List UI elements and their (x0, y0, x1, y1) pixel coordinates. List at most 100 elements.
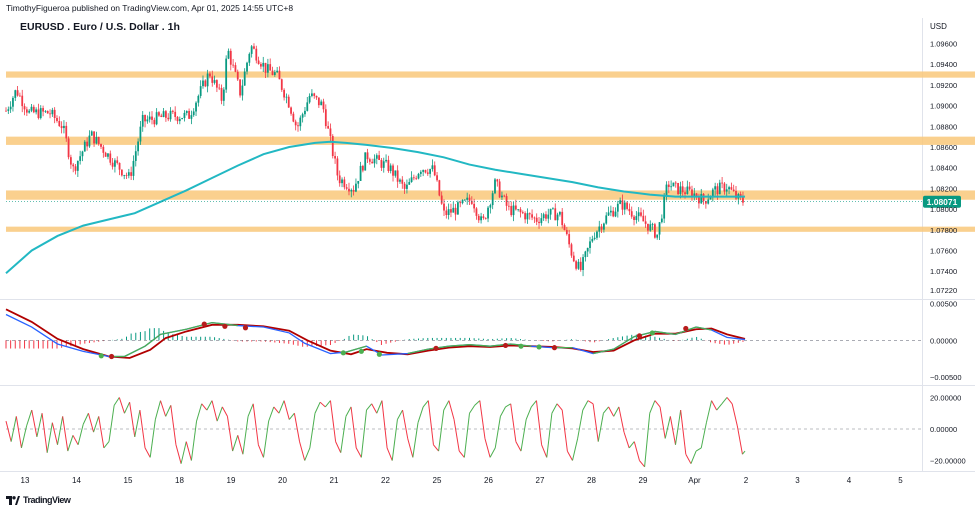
oscillator-segment (87, 413, 95, 433)
oscillator-segment (644, 413, 651, 467)
oscillator-segment (386, 447, 393, 461)
candle-body (109, 153, 112, 163)
candle-body (371, 161, 374, 164)
candle-body (686, 186, 689, 195)
candle-body (392, 165, 394, 176)
candle-body (419, 171, 422, 174)
candle-body (681, 186, 684, 193)
candle-body (422, 170, 425, 172)
candle-body (301, 114, 304, 118)
oscillator-segment (20, 425, 28, 449)
macd-cross-point (636, 333, 643, 339)
oscillator-segment (216, 406, 223, 422)
candle-body (426, 172, 429, 174)
candle-body (311, 93, 313, 96)
symbol-title[interactable]: EURUSD . Euro / U.S. Dollar . 1h (20, 21, 180, 33)
oscillator-segment (226, 416, 234, 452)
candle-body (294, 121, 297, 126)
oscillator-axis-tick: −20.00000 (930, 457, 966, 466)
candle-body (616, 203, 619, 212)
price-axis-tick: 1.09400 (930, 60, 957, 69)
candle-body (630, 211, 633, 217)
candle-body (665, 184, 668, 196)
candle-body (399, 179, 401, 182)
candle-body (473, 203, 476, 209)
candle-body (162, 111, 165, 117)
oscillator-segment (515, 441, 522, 452)
candle-body (65, 125, 68, 139)
candle-body (197, 95, 200, 103)
candle-body (547, 214, 550, 219)
oscillator-segment (175, 444, 182, 464)
oscillator-segment (123, 401, 131, 414)
oscillator-segment (67, 435, 74, 452)
candle-body (494, 179, 496, 194)
candle-body (266, 64, 269, 73)
oscillator-segment (675, 410, 682, 445)
candle-body (67, 138, 70, 158)
macd-line-segment (695, 326, 712, 331)
candle-body (593, 237, 596, 239)
macd-line-segment (407, 348, 429, 355)
oscillator-segment (592, 403, 599, 442)
candle-body (603, 223, 605, 230)
oscillator-segment (82, 413, 89, 425)
candle-body (660, 218, 663, 223)
candle-body (586, 247, 589, 252)
oscillator-segment (165, 405, 172, 417)
candle-body (185, 110, 188, 113)
oscillator-segment (474, 400, 481, 406)
candle-body (366, 152, 369, 160)
candle-body (141, 114, 144, 127)
candle-body (111, 162, 114, 167)
oscillator-segment (577, 409, 584, 439)
oscillator-segment (98, 416, 105, 449)
oscillator-segment (433, 444, 439, 452)
time-axis-tick: 18 (175, 476, 184, 485)
oscillator-segment (597, 413, 604, 442)
oscillator-segment (299, 441, 306, 461)
oscillator-segment (633, 441, 640, 461)
candle-body (498, 181, 501, 198)
candle-body (501, 195, 503, 198)
support-resistance-zone (6, 190, 975, 200)
macd-line-segment (654, 330, 676, 336)
candle-body (656, 234, 659, 238)
candle-body (482, 216, 485, 218)
price-axis-tick: 1.08600 (930, 143, 957, 152)
candle-body (46, 110, 49, 114)
candle-body (385, 159, 387, 162)
candle-body (359, 165, 362, 181)
candle-body (125, 175, 128, 176)
last-price-tag (923, 195, 961, 208)
oscillator-segment (505, 403, 511, 408)
macd-cross-point (376, 351, 382, 357)
candle-body (206, 73, 209, 87)
oscillator-segment (232, 435, 239, 452)
candle-body (521, 212, 524, 214)
macd-line-segment (345, 345, 367, 353)
candle-body (202, 80, 204, 87)
candle-body (114, 160, 116, 167)
oscillator-segment (247, 403, 254, 417)
oscillator-segment (129, 402, 136, 437)
candle-body (438, 180, 441, 196)
candle-body (691, 189, 693, 198)
candle-body (246, 62, 248, 72)
candle-body (357, 180, 360, 184)
oscillator-segment (566, 450, 573, 461)
candle-body (552, 208, 554, 210)
oscillator-segment (15, 416, 22, 449)
macd-cross-point (433, 345, 439, 351)
candle-body (243, 71, 246, 86)
candle-body (86, 141, 89, 147)
oscillator-segment (149, 419, 156, 458)
candle-body (355, 183, 357, 192)
oscillator-segment (510, 403, 517, 442)
candle-body (116, 160, 119, 163)
candle-body (317, 97, 320, 106)
last-price-label: 1.08071 (927, 197, 958, 207)
candle-body (160, 115, 163, 117)
candle-body (153, 119, 156, 125)
